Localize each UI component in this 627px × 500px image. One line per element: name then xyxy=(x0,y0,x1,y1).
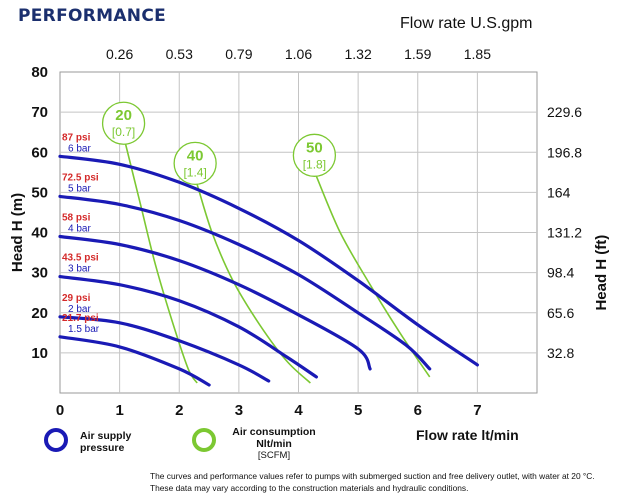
y-tick-label: 20 xyxy=(31,305,48,322)
air-pressure-curve xyxy=(58,154,479,367)
air-consumption-scfm: [SCFM] xyxy=(257,450,291,461)
air-pressure-curve xyxy=(58,234,372,371)
x-top-tick-label: 0.79 xyxy=(225,46,252,62)
footnote: The curves and performance values refer … xyxy=(150,471,595,493)
air-consumption-scfm-value: [1.4] xyxy=(183,165,206,179)
y-tick-label: 70 xyxy=(31,104,48,121)
air-consumption-marker xyxy=(292,133,337,177)
x-top-tick-label: 1.32 xyxy=(345,46,372,62)
air-pressure-curve xyxy=(58,315,271,383)
y-tick-label: 30 xyxy=(31,265,48,282)
y-right-tick-label: 65.6 xyxy=(547,305,574,321)
air-consumption-curve xyxy=(196,184,311,384)
top-axis-title: Flow rate U.S.gpm xyxy=(400,15,533,32)
x-top-tick-label: 0.26 xyxy=(106,46,133,62)
y-axis-title-right: Head H (ft) xyxy=(593,235,610,311)
air-consumption-scfm-value: [1.8] xyxy=(303,157,326,171)
psi-label: 43.5 psi xyxy=(62,253,99,264)
air-consumption-value: 40 xyxy=(187,147,204,164)
air-consumption-legend-icon xyxy=(192,428,216,452)
x-tick-label: 2 xyxy=(175,402,183,419)
y-right-tick-label: 32.8 xyxy=(547,345,574,361)
air-supply-legend-icon xyxy=(44,428,68,452)
psi-label: 72.5 psi xyxy=(62,172,99,183)
bar-label: 4 bar xyxy=(68,224,91,235)
air-consumption-value: 20 xyxy=(115,107,132,124)
bar-label: 5 bar xyxy=(68,183,91,194)
y-right-tick-label: 164 xyxy=(547,184,571,200)
y-right-tick-label: 131.2 xyxy=(547,225,582,241)
air-consumption-legend-label: Air consumption Nlt/min [SCFM] xyxy=(222,426,326,462)
air-consumption-marker xyxy=(173,141,217,186)
x-top-tick-label: 1.85 xyxy=(464,46,491,62)
bar-label: 3 bar xyxy=(68,264,91,275)
air-pressure-curve xyxy=(58,275,318,379)
x-tick-label: 7 xyxy=(473,402,481,419)
x-tick-label: 5 xyxy=(354,402,362,419)
air-pressure-curve xyxy=(58,194,432,371)
x-tick-label: 4 xyxy=(294,402,303,419)
air-supply-legend-label: Air supply pressure xyxy=(80,430,132,454)
bar-label: 6 bar xyxy=(68,143,91,154)
y-tick-label: 40 xyxy=(31,225,48,242)
y-right-tick-label: 229.6 xyxy=(547,104,582,120)
bar-label: 1.5 bar xyxy=(68,324,100,335)
y-tick-label: 60 xyxy=(31,144,48,161)
psi-label: 58 psi xyxy=(62,213,91,224)
x-axis-title: Flow rate lt/min xyxy=(416,427,519,443)
x-top-tick-label: 1.59 xyxy=(404,46,431,62)
air-consumption-value: 50 xyxy=(306,139,323,156)
psi-label: 87 psi xyxy=(62,132,91,143)
x-top-tick-label: 1.06 xyxy=(285,46,312,62)
psi-label: 21.7 psi xyxy=(62,313,99,324)
x-top-tick-label: 0.53 xyxy=(166,46,193,62)
air-pressure-curve xyxy=(58,335,211,387)
x-tick-label: 0 xyxy=(56,402,64,419)
bar-label: 2 bar xyxy=(68,304,91,315)
y-tick-label: 50 xyxy=(31,184,48,201)
x-tick-label: 1 xyxy=(115,402,123,419)
y-axis-title-left: Head H (m) xyxy=(9,193,26,272)
air-consumption-units: Nlt/min xyxy=(256,438,292,450)
page-title: PERFORMANCE xyxy=(18,6,167,26)
y-right-tick-label: 196.8 xyxy=(547,144,582,160)
x-tick-label: 3 xyxy=(235,402,243,419)
y-tick-label: 10 xyxy=(31,345,48,362)
psi-label: 29 psi xyxy=(62,293,91,304)
x-tick-label: 6 xyxy=(414,402,422,419)
air-consumption-scfm-value: [0.7] xyxy=(112,125,135,139)
y-tick-label: 80 xyxy=(31,64,48,81)
air-consumption-marker xyxy=(101,101,146,145)
y-right-tick-label: 98.4 xyxy=(547,265,574,281)
air-consumption-title: Air consumption xyxy=(232,426,316,438)
